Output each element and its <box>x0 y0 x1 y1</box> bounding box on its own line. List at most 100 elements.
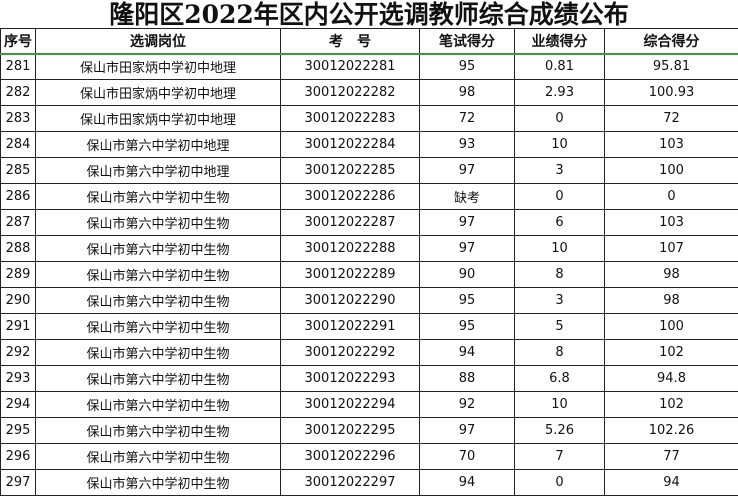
cell-exam-number: 30012022290 <box>280 287 420 314</box>
cell-total-score: 98 <box>604 261 738 288</box>
cell-index: 284 <box>0 131 36 158</box>
cell-index: 295 <box>0 417 36 444</box>
table-row: 284 保山市第六中学初中地理 30012022284 93 10 103 <box>0 131 738 158</box>
col-header-exam-number: 考 号 <box>280 28 420 55</box>
cell-exam-number: 30012022294 <box>280 391 420 418</box>
cell-performance-score: 6 <box>514 209 605 236</box>
cell-exam-number: 30012022287 <box>280 209 420 236</box>
cell-written-score: 70 <box>419 443 515 470</box>
cell-performance-score: 0 <box>514 469 605 496</box>
table-row: 283 保山市田家炳中学初中地理 30012022283 72 0 72 <box>0 105 738 132</box>
cell-written-score: 95 <box>419 313 515 340</box>
cell-total-score: 94 <box>604 469 738 496</box>
cell-written-score: 98 <box>419 79 515 106</box>
cell-total-score: 102.26 <box>604 417 738 444</box>
table-row: 294 保山市第六中学初中生物 30012022294 92 10 102 <box>0 391 738 418</box>
cell-index: 286 <box>0 183 36 210</box>
cell-total-score: 107 <box>604 235 738 262</box>
cell-exam-number: 30012022293 <box>280 365 420 392</box>
cell-exam-number: 30012022284 <box>280 131 420 158</box>
col-header-position: 选调岗位 <box>35 28 281 55</box>
cell-performance-score: 5 <box>514 313 605 340</box>
cell-index: 287 <box>0 209 36 236</box>
cell-performance-score: 10 <box>514 131 605 158</box>
cell-position: 保山市第六中学初中生物 <box>35 287 281 314</box>
cell-index: 293 <box>0 365 36 392</box>
cell-position: 保山市第六中学初中生物 <box>35 339 281 366</box>
cell-written-score: 90 <box>419 261 515 288</box>
cell-exam-number: 30012022295 <box>280 417 420 444</box>
cell-index: 288 <box>0 235 36 262</box>
cell-position: 保山市田家炳中学初中地理 <box>35 53 281 80</box>
cell-written-score: 95 <box>419 53 515 80</box>
col-header-performance-score: 业绩得分 <box>514 28 605 55</box>
cell-position: 保山市第六中学初中生物 <box>35 313 281 340</box>
table-row: 293 保山市第六中学初中生物 30012022293 88 6.8 94.8 <box>0 365 738 392</box>
cell-position: 保山市第六中学初中地理 <box>35 157 281 184</box>
col-header-total-score: 综合得分 <box>604 28 738 55</box>
table-row: 292 保山市第六中学初中生物 30012022292 94 8 102 <box>0 339 738 366</box>
cell-exam-number: 30012022288 <box>280 235 420 262</box>
cell-index: 294 <box>0 391 36 418</box>
cell-total-score: 103 <box>604 131 738 158</box>
header-row: 序号 选调岗位 考 号 笔试得分 业绩得分 综合得分 <box>0 28 738 55</box>
cell-index: 296 <box>0 443 36 470</box>
cell-position: 保山市第六中学初中生物 <box>35 391 281 418</box>
cell-total-score: 102 <box>604 391 738 418</box>
col-header-index: 序号 <box>0 28 36 55</box>
results-table: 序号 选调岗位 考 号 笔试得分 业绩得分 综合得分 281 保山市田家炳中学初中… <box>0 28 738 496</box>
cell-exam-number: 30012022282 <box>280 79 420 106</box>
cell-position: 保山市田家炳中学初中地理 <box>35 79 281 106</box>
table-row: 295 保山市第六中学初中生物 30012022295 97 5.26 102.26 <box>0 417 738 444</box>
cell-exam-number: 30012022292 <box>280 339 420 366</box>
table-row: 285 保山市第六中学初中地理 30012022285 97 3 100 <box>0 157 738 184</box>
cell-written-score: 92 <box>419 391 515 418</box>
cell-total-score: 94.8 <box>604 365 738 392</box>
table-row: 287 保山市第六中学初中生物 30012022287 97 6 103 <box>0 209 738 236</box>
cell-written-score: 97 <box>419 235 515 262</box>
table-row: 289 保山市第六中学初中生物 30012022289 90 8 98 <box>0 261 738 288</box>
cell-exam-number: 30012022296 <box>280 443 420 470</box>
cell-position: 保山市田家炳中学初中地理 <box>35 105 281 132</box>
cell-position: 保山市第六中学初中生物 <box>35 365 281 392</box>
cell-position: 保山市第六中学初中生物 <box>35 443 281 470</box>
cell-index: 285 <box>0 157 36 184</box>
cell-index: 292 <box>0 339 36 366</box>
cell-index: 290 <box>0 287 36 314</box>
cell-exam-number: 30012022281 <box>280 53 420 80</box>
cell-total-score: 102 <box>604 339 738 366</box>
cell-written-score: 97 <box>419 209 515 236</box>
cell-performance-score: 2.93 <box>514 79 605 106</box>
cell-index: 283 <box>0 105 36 132</box>
cell-written-score: 95 <box>419 287 515 314</box>
cell-written-score: 72 <box>419 105 515 132</box>
cell-exam-number: 30012022297 <box>280 469 420 496</box>
cell-written-score: 97 <box>419 157 515 184</box>
col-header-written-score: 笔试得分 <box>419 28 515 55</box>
table-row: 290 保山市第六中学初中生物 30012022290 95 3 98 <box>0 287 738 314</box>
cell-performance-score: 8 <box>514 339 605 366</box>
cell-position: 保山市第六中学初中生物 <box>35 417 281 444</box>
cell-performance-score: 10 <box>514 235 605 262</box>
cell-exam-number: 30012022289 <box>280 261 420 288</box>
cell-index: 291 <box>0 313 36 340</box>
table-row: 282 保山市田家炳中学初中地理 30012022282 98 2.93 100.93 <box>0 79 738 106</box>
cell-index: 297 <box>0 469 36 496</box>
cell-exam-number: 30012022285 <box>280 157 420 184</box>
page-title: 隆阳区2022年区内公开选调教师综合成绩公布 <box>109 0 629 28</box>
table-row: 297 保山市第六中学初中生物 30012022297 94 0 94 <box>0 469 738 496</box>
table-row: 296 保山市第六中学初中生物 30012022296 70 7 77 <box>0 443 738 470</box>
cell-exam-number: 30012022291 <box>280 313 420 340</box>
cell-total-score: 100.93 <box>604 79 738 106</box>
cell-exam-number: 30012022286 <box>280 183 420 210</box>
table-row: 291 保山市第六中学初中生物 30012022291 95 5 100 <box>0 313 738 340</box>
cell-total-score: 100 <box>604 157 738 184</box>
cell-position: 保山市第六中学初中生物 <box>35 209 281 236</box>
cell-performance-score: 0 <box>514 183 605 210</box>
cell-index: 281 <box>0 53 36 80</box>
cell-written-score: 94 <box>419 339 515 366</box>
cell-total-score: 95.81 <box>604 53 738 80</box>
cell-performance-score: 8 <box>514 261 605 288</box>
table-row: 286 保山市第六中学初中生物 30012022286 缺考 0 0 <box>0 183 738 210</box>
table-row: 288 保山市第六中学初中生物 30012022288 97 10 107 <box>0 235 738 262</box>
